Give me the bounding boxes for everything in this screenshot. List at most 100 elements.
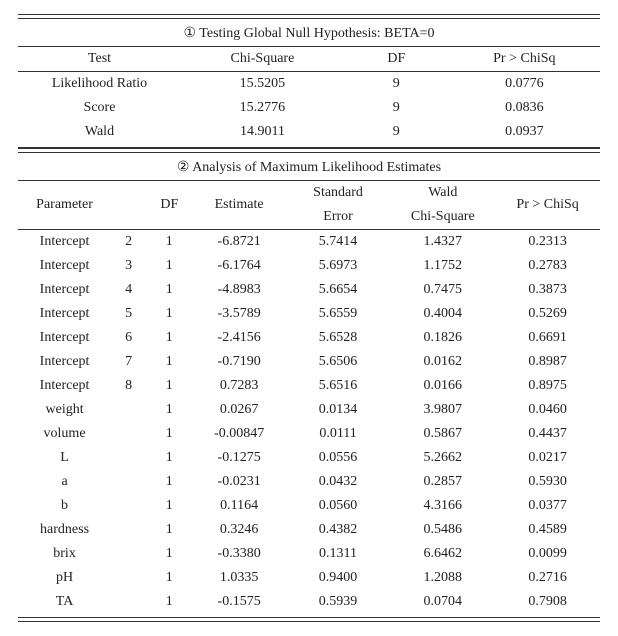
cell: 9 [344,96,449,120]
table-row: Likelihood Ratio15.520590.0776 [18,72,600,97]
cell: 6.6462 [390,542,495,566]
cell: 1 [146,278,193,302]
cell: 0.4382 [286,518,391,542]
cell: 1.4327 [390,230,495,255]
cell: 5.6516 [286,374,391,398]
cell: 0.3873 [495,278,600,302]
s1-col-df: DF [344,47,449,72]
cell: 1 [146,542,193,566]
cell: -0.1275 [193,446,286,470]
cell: 0.7908 [495,590,600,614]
cell: 0.0267 [193,398,286,422]
cell: Likelihood Ratio [18,72,181,97]
cell [111,494,146,518]
table-row: TA1-0.15750.59390.07040.7908 [18,590,600,614]
cell: 0.7475 [390,278,495,302]
cell: 1 [146,374,193,398]
cell [111,542,146,566]
s1-col-chisq: Chi-Square [181,47,344,72]
cell: Intercept [18,302,111,326]
cell [111,422,146,446]
cell: 0.0377 [495,494,600,518]
cell: 1 [146,422,193,446]
cell: 0.0432 [286,470,391,494]
cell: 1 [146,470,193,494]
cell: 0.4589 [495,518,600,542]
cell: 0.0560 [286,494,391,518]
cell: 1 [146,446,193,470]
cell: b [18,494,111,518]
table-row: a 1-0.02310.04320.28570.5930 [18,470,600,494]
cell: 1 [146,326,193,350]
cell: 9 [344,120,449,144]
s1-col-test: Test [18,47,181,72]
cell: 15.2776 [181,96,344,120]
s2-col-se-bot: Error [286,205,391,230]
cell: 5 [111,302,146,326]
s2-col-df: DF [146,181,193,230]
cell: 0.0162 [390,350,495,374]
cell: 0.0776 [449,72,600,97]
cell: 0.0460 [495,398,600,422]
cell: 0.0099 [495,542,600,566]
cell: volume [18,422,111,446]
cell: a [18,470,111,494]
cell: Intercept [18,278,111,302]
section2-title: ② Analysis of Maximum Likelihood Estimat… [18,153,600,181]
mle-table: ② Analysis of Maximum Likelihood Estimat… [18,148,600,622]
cell: 5.6654 [286,278,391,302]
cell: 0.0704 [390,590,495,614]
s2-col-est: Estimate [193,181,286,230]
table-row: Intercept71-0.71905.65060.01620.8987 [18,350,600,374]
table-row: Intercept51-3.57895.65590.40040.5269 [18,302,600,326]
s2-col-param: Parameter [18,181,111,230]
table-row: pH11.03350.94001.20880.2716 [18,566,600,590]
cell: 0.0556 [286,446,391,470]
cell: 1.1752 [390,254,495,278]
cell: 6 [111,326,146,350]
cell [111,470,146,494]
table-row: Score15.277690.0836 [18,96,600,120]
cell: -0.7190 [193,350,286,374]
cell: 0.1311 [286,542,391,566]
cell: 4 [111,278,146,302]
table-row: brix 1-0.33800.13116.64620.0099 [18,542,600,566]
table-row: volume1-0.008470.01110.58670.4437 [18,422,600,446]
cell: 0.5939 [286,590,391,614]
s1-body: Likelihood Ratio15.520590.0776Score15.27… [18,72,600,145]
cell: 1 [146,254,193,278]
cell: 3 [111,254,146,278]
cell: -0.1575 [193,590,286,614]
cell: 0.2857 [390,470,495,494]
cell: 0.4437 [495,422,600,446]
cell: 0.5930 [495,470,600,494]
table-row: Intercept61-2.41565.65280.18260.6691 [18,326,600,350]
cell: 0.8987 [495,350,600,374]
cell: Intercept [18,374,111,398]
cell: 1 [146,230,193,255]
cell: brix [18,542,111,566]
s2-body: Intercept21-6.87215.74141.43270.2313Inte… [18,230,600,615]
cell: -0.3380 [193,542,286,566]
cell: 5.2662 [390,446,495,470]
s2-col-wald-bot: Chi-Square [390,205,495,230]
cell: Intercept [18,326,111,350]
cell: 9 [344,72,449,97]
cell: 5.6559 [286,302,391,326]
cell: 1.2088 [390,566,495,590]
s2-col-wald-top: Wald [390,181,495,206]
s2-col-se-top: Standard [286,181,391,206]
cell: 1 [146,518,193,542]
cell: Intercept [18,350,111,374]
cell: 1 [146,398,193,422]
section1-title: ① Testing Global Null Hypothesis: BETA=0 [18,19,600,47]
cell: 0.1826 [390,326,495,350]
cell: 0.3246 [193,518,286,542]
cell: 1 [146,494,193,518]
table-row: Intercept810.72835.65160.01660.8975 [18,374,600,398]
table-row: L1-0.12750.05565.26620.0217 [18,446,600,470]
cell: -0.0231 [193,470,286,494]
cell: hardness [18,518,111,542]
cell: -4.8983 [193,278,286,302]
cell: -6.8721 [193,230,286,255]
